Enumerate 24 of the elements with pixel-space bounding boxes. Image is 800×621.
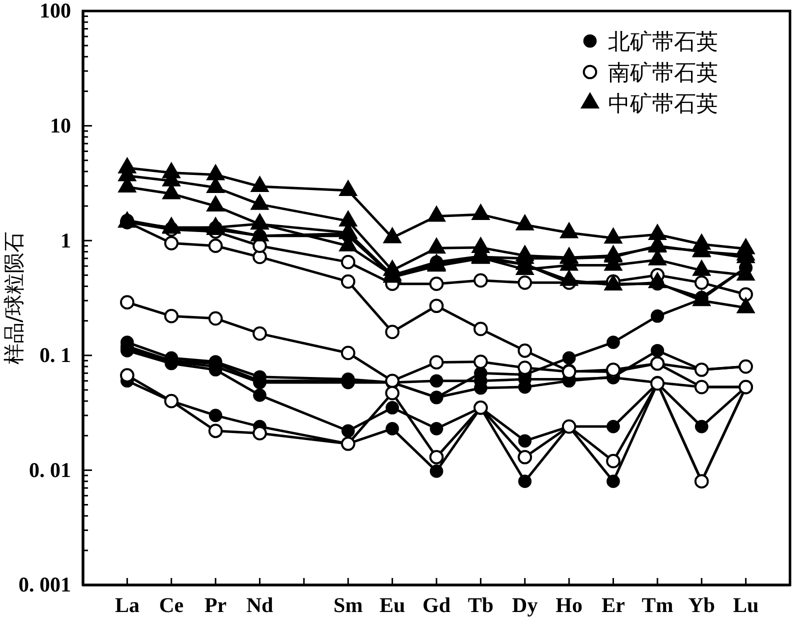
x-tick-label: Eu [379, 592, 406, 617]
x-tick-label: Dy [512, 592, 538, 617]
x-tick-label: Sm [334, 592, 364, 617]
y-tick-label: 1 [60, 228, 71, 252]
y-tick-label: 10 [50, 114, 71, 138]
y-axis-title: 样品/球粒陨石 [2, 231, 26, 365]
x-tick-label: Pr [204, 592, 227, 617]
y-tick-label: 0. 01 [29, 458, 71, 482]
legend-label: 南矿带石英 [608, 61, 718, 86]
x-tick-label: Yb [688, 592, 716, 617]
y-tick-label: 100 [40, 0, 71, 23]
x-tick-label: Gd [422, 592, 451, 617]
legend-label: 北矿带石英 [608, 30, 718, 55]
x-tick-label: Ho [556, 592, 582, 617]
y-tick-label: 0. 1 [40, 343, 71, 368]
x-tick-label: La [114, 592, 140, 617]
x-tick-label: Er [602, 592, 625, 617]
y-tick-label: 0. 001 [18, 572, 71, 597]
x-tick-label: Ce [159, 592, 184, 617]
x-tick-label: Tm [642, 592, 674, 617]
legend-label: 中矿带石英 [608, 92, 718, 117]
x-tick-label: Tb [468, 592, 494, 617]
x-tick-label: Nd [246, 592, 274, 617]
x-tick-label: Lu [732, 592, 759, 617]
